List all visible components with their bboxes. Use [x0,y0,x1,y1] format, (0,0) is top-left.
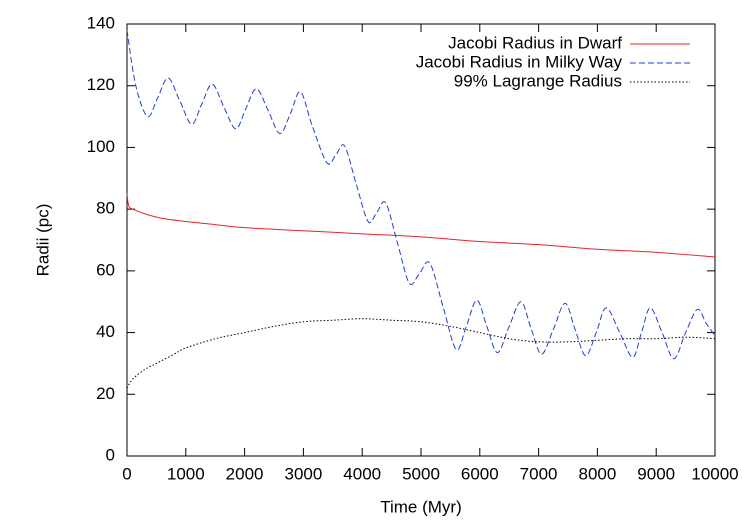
x-tick-label: 0 [122,464,131,483]
y-tick-label: 40 [96,322,115,341]
legend-label: Jacobi Radius in Dwarf [448,33,622,52]
y-axis-label: Radii (pc) [33,204,52,277]
series-line [126,30,716,360]
x-axis-label: Time (Myr) [380,497,462,516]
series-line [126,193,716,258]
x-tick-label: 1000 [167,464,205,483]
x-tick-label: 3000 [284,464,322,483]
x-tick-label: 7000 [520,464,558,483]
y-tick-label: 0 [106,445,115,464]
y-tick-label: 20 [96,384,115,403]
y-tick-label: 120 [87,75,115,94]
y-tick-label: 100 [87,137,115,156]
y-tick-label: 140 [87,13,115,32]
plot-frame [126,23,716,457]
x-tick-label: 4000 [343,464,381,483]
x-tick-label: 8000 [578,464,616,483]
x-tick-label: 6000 [461,464,499,483]
x-tick-label: 10000 [691,464,738,483]
y-tick-label: 60 [96,260,115,279]
y-tick-label: 80 [96,199,115,218]
legend-label: 99% Lagrange Radius [454,71,622,90]
x-tick-label: 5000 [402,464,440,483]
series-line [126,318,716,389]
x-tick-label: 9000 [637,464,675,483]
legend-label: Jacobi Radius in Milky Way [416,52,623,71]
x-tick-label: 2000 [226,464,264,483]
